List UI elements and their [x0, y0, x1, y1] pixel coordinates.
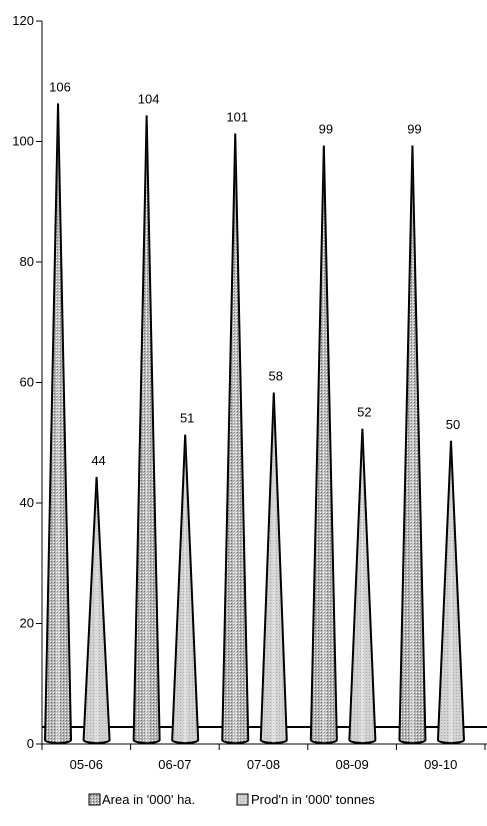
- legend-label-area: Area in '000' ha.: [102, 792, 195, 807]
- cone-body: [132, 115, 161, 744]
- x-tick-label: 08-09: [335, 757, 368, 772]
- cone-highlight: [410, 147, 415, 743]
- data-label: 101: [226, 109, 248, 124]
- x-tick-label: 07-08: [247, 757, 280, 772]
- y-tick-label: 20: [20, 616, 34, 631]
- cone-body: [436, 440, 465, 744]
- cone-prod: [348, 428, 377, 744]
- cone-prod: [171, 434, 200, 744]
- cone-body: [44, 103, 73, 744]
- cone-area: [221, 133, 250, 744]
- cone-highlight: [271, 394, 276, 743]
- legend-swatch-prod: [236, 793, 249, 806]
- y-tick-label: 0: [27, 736, 34, 751]
- y-tick-label: 40: [20, 495, 34, 510]
- cone-area: [309, 145, 338, 744]
- x-tick-label: 09-10: [424, 757, 457, 772]
- cone-highlight: [233, 135, 238, 743]
- cone-prod: [436, 440, 465, 744]
- data-labels: 106 104 101 99 99 44 51 58 52 50: [49, 79, 460, 468]
- data-label: 50: [446, 417, 460, 432]
- data-label: 58: [269, 369, 283, 384]
- y-tick-label: 100: [12, 134, 34, 149]
- data-label: 106: [49, 79, 71, 94]
- data-label: 51: [180, 411, 194, 426]
- cone-body: [398, 145, 427, 744]
- y-tick-label: 80: [20, 254, 34, 269]
- cone-body: [309, 145, 338, 744]
- cone-area: [398, 145, 427, 744]
- cone-area: [132, 115, 161, 744]
- cone-body: [348, 428, 377, 744]
- y-tick-label: 120: [12, 13, 34, 28]
- x-tick-label: 05-06: [70, 757, 103, 772]
- cone-highlight: [94, 478, 99, 743]
- cone-highlight: [144, 117, 149, 743]
- cone-body: [171, 434, 200, 744]
- cone-body: [221, 133, 250, 744]
- data-label: 99: [407, 122, 421, 137]
- data-label: 52: [357, 405, 371, 420]
- x-tick-label: 06-07: [158, 757, 191, 772]
- data-label: 99: [319, 122, 333, 137]
- data-label: 104: [138, 91, 160, 106]
- cone-prod: [82, 476, 111, 744]
- cone-area: [44, 103, 73, 744]
- cone-highlight: [56, 105, 61, 743]
- cone-body: [82, 476, 111, 744]
- cone-prod: [259, 392, 288, 744]
- legend-label-prod: Prod'n in '000' tonnes: [251, 792, 375, 807]
- legend-swatch-area: [88, 793, 101, 806]
- cone-highlight: [321, 147, 326, 743]
- cone-highlight: [360, 430, 365, 743]
- cone-body: [259, 392, 288, 744]
- y-tick-label: 60: [20, 375, 34, 390]
- legend: Area in '000' ha. Prod'n in '000' tonnes: [88, 792, 375, 807]
- bar-group: [44, 103, 465, 744]
- cone-highlight: [448, 442, 453, 743]
- cone-highlight: [183, 436, 188, 743]
- axes: 0 20 40 60 80 100 120 05-06 06-07 07-08 08-09 09-10: [12, 13, 487, 772]
- data-label: 44: [91, 453, 105, 468]
